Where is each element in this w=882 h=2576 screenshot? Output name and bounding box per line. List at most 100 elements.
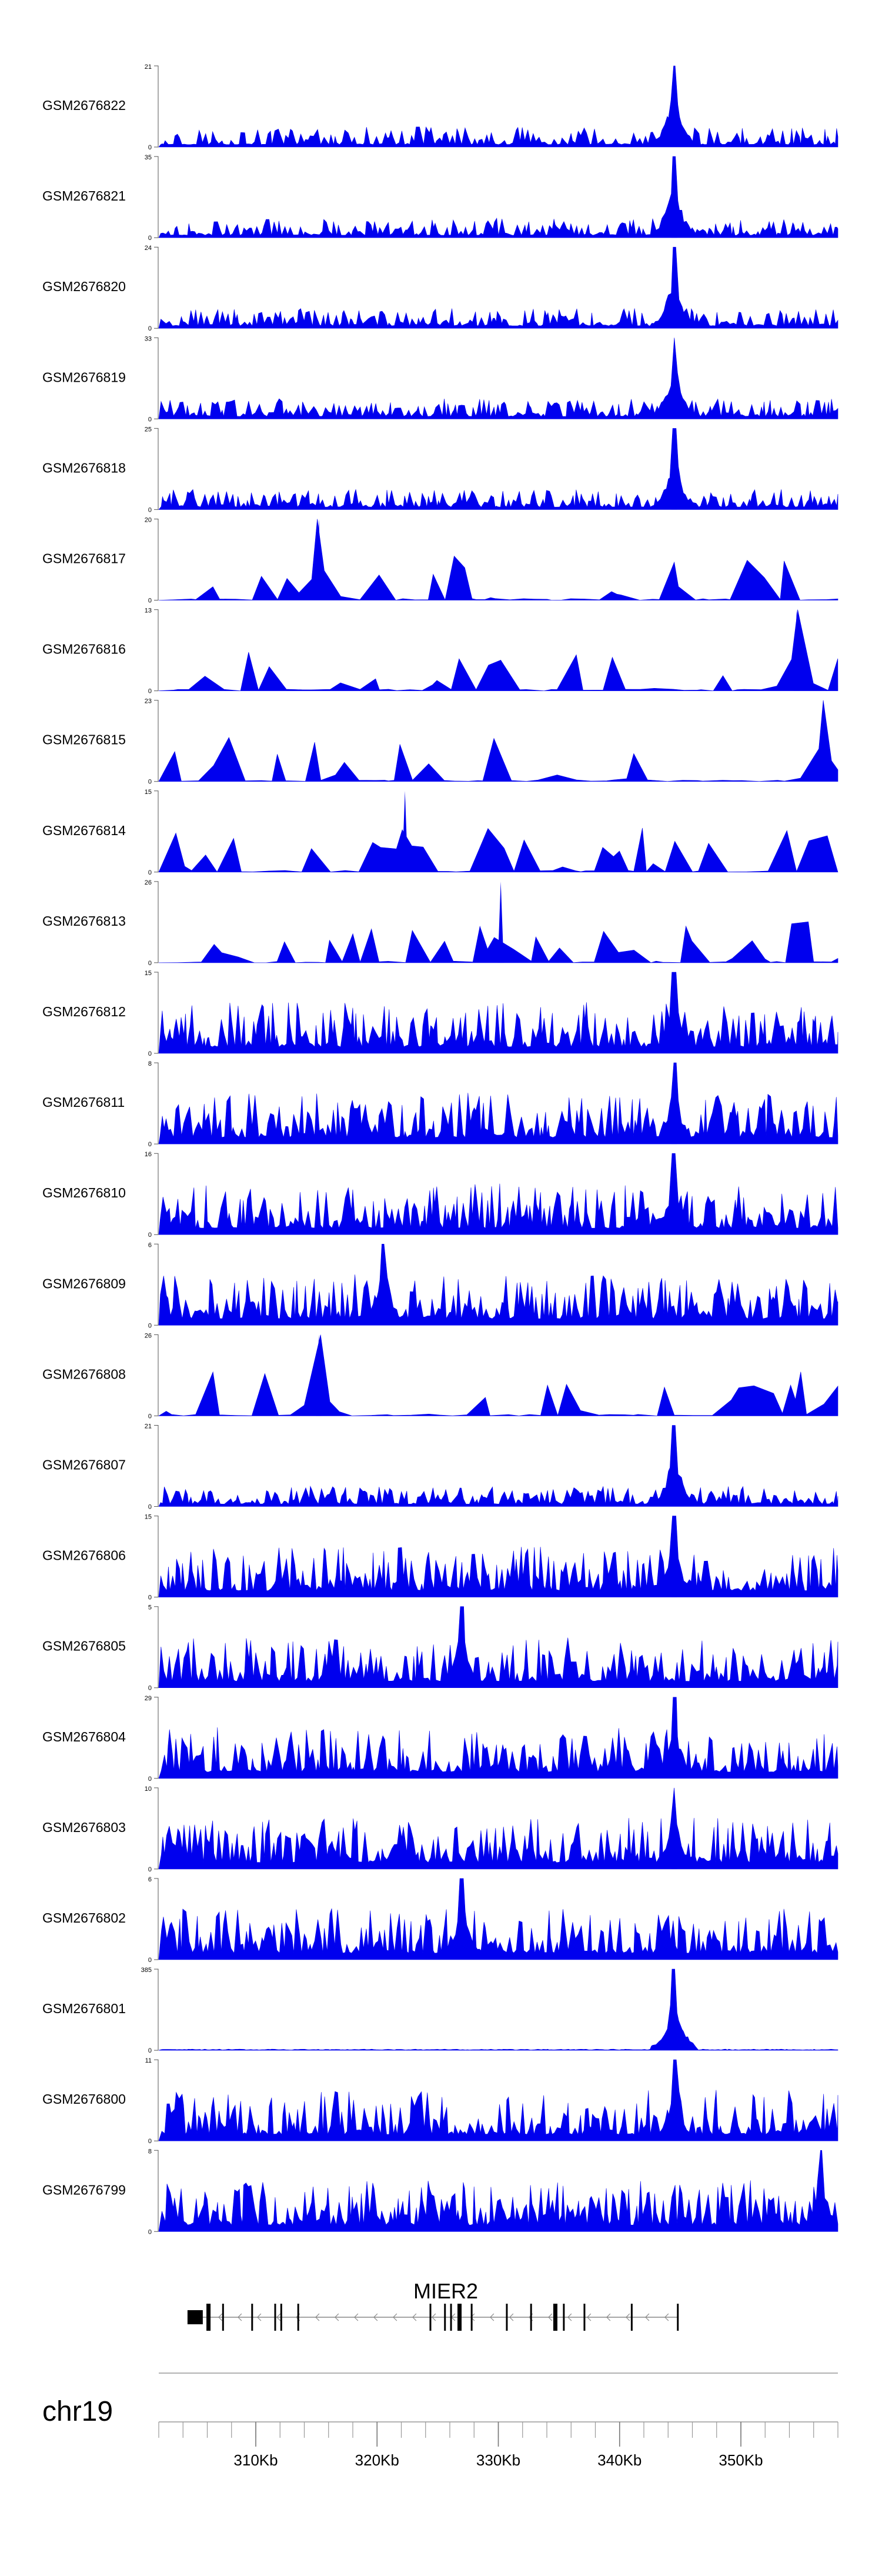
track-GSM2676819: GSM2676819 33 0: [42, 335, 838, 423]
track-ymin-label: 0: [148, 1050, 152, 1057]
track-y-axis: [154, 1878, 159, 1960]
coverage-area: [158, 827, 838, 873]
strand-arrow: [567, 2313, 572, 2321]
exon-block: [630, 2304, 633, 2331]
exon-block: [677, 2304, 679, 2331]
track-y-axis: [154, 65, 159, 148]
exon-block: [470, 2304, 473, 2331]
track-ymax-label: 13: [145, 608, 152, 615]
exon-block: [274, 2304, 276, 2331]
coverage-area: [158, 428, 838, 510]
strand-arrow: [276, 2313, 281, 2321]
track-label: GSM2676808: [42, 1366, 126, 1382]
coverage-area: [158, 1878, 838, 1960]
peak-mark: [818, 2150, 824, 2232]
track-y-axis: [154, 1243, 159, 1326]
peak-mark: [671, 1787, 677, 1869]
track-label: GSM2676806: [42, 1548, 126, 1563]
track-y-axis: [154, 1334, 159, 1416]
exon-block: [187, 2310, 203, 2324]
track-label: GSM2676802: [42, 1910, 126, 1926]
tick-label: 330Kb: [476, 2451, 520, 2469]
peak-mark: [316, 519, 322, 600]
track-GSM2676822: GSM2676822 21 0: [42, 64, 838, 151]
exon-block: [251, 2304, 253, 2331]
tick-label: 320Kb: [355, 2451, 399, 2469]
peak-mark: [497, 881, 504, 963]
strand-arrow: [509, 2313, 514, 2321]
strand-arrow: [606, 2313, 611, 2321]
peak-mark: [671, 2060, 677, 2141]
track-ymax-label: 20: [145, 517, 152, 524]
strand-arrow: [335, 2313, 339, 2321]
track-ymin-label: 0: [148, 1957, 152, 1964]
track-y-axis: [154, 1062, 159, 1144]
track-ymin-label: 0: [148, 1141, 152, 1148]
peak-mark: [671, 1153, 677, 1235]
track-label: GSM2676801: [42, 2001, 126, 2016]
coverage-area: [158, 1425, 838, 1507]
track-ymin-label: 0: [148, 325, 152, 332]
tick-label: 340Kb: [597, 2451, 642, 2469]
track-ymax-label: 6: [148, 1242, 152, 1249]
track-y-axis: [154, 1697, 159, 1779]
tick-label: 310Kb: [233, 2451, 278, 2469]
peak-mark: [671, 1063, 677, 1144]
track-ymin-label: 0: [148, 1776, 152, 1783]
track-label: GSM2676814: [42, 823, 126, 838]
exon-block: [457, 2304, 462, 2331]
track-GSM2676804: GSM2676804 29 0: [42, 1695, 838, 1783]
strand-arrow: [315, 2313, 320, 2321]
track-ymax-label: 29: [145, 1695, 152, 1702]
track-ymin-label: 0: [148, 1866, 152, 1873]
peak-mark: [316, 1334, 322, 1416]
track-ymax-label: 15: [145, 970, 152, 977]
coverage-area: [158, 519, 838, 601]
track-y-axis: [154, 790, 159, 873]
track-GSM2676810: GSM2676810 16 0: [42, 1151, 838, 1239]
coverage-tracks: GSM2676822210GSM2676821350GSM2676820240G…: [42, 64, 838, 2235]
peak-mark: [671, 428, 677, 510]
peak-mark: [671, 247, 677, 329]
track-ymin-label: 0: [148, 2047, 152, 2054]
track-label: GSM2676820: [42, 279, 126, 294]
coverage-area: [158, 1697, 838, 1779]
coverage-area: [158, 156, 838, 238]
track-ymax-label: 35: [145, 154, 152, 161]
exon-block: [297, 2304, 299, 2331]
coverage-area: [158, 972, 838, 1054]
track-label: GSM2676812: [42, 1004, 126, 1019]
track-y-axis: [154, 1153, 159, 1235]
exon-block: [530, 2304, 532, 2331]
track-y-axis: [154, 1516, 159, 1598]
coverage-area: [158, 1334, 838, 1416]
track-ymax-label: 385: [141, 1967, 152, 1974]
coverage-area: [158, 65, 838, 148]
track-GSM2676817: GSM2676817 20 0: [42, 517, 838, 605]
coverage-area: [158, 1787, 838, 1870]
exon-block: [222, 2304, 224, 2331]
peak-mark: [671, 156, 677, 238]
track-label: GSM2676810: [42, 1185, 126, 1200]
track-label: GSM2676817: [42, 551, 126, 566]
track-GSM2676807: GSM2676807 21 0: [42, 1423, 838, 1511]
track-ymax-label: 11: [145, 2057, 152, 2064]
coverage-area: [158, 2150, 838, 2232]
coverage-area: [158, 1062, 838, 1144]
track-y-axis: [154, 1425, 159, 1507]
track-y-axis: [154, 519, 159, 600]
track-ymin-label: 0: [148, 869, 152, 876]
track-ymin-label: 0: [148, 1685, 152, 1692]
exon-block: [280, 2304, 282, 2331]
track-ymin-label: 0: [148, 506, 152, 513]
track-GSM2676806: GSM2676806 15 0: [42, 1514, 838, 1601]
peak-mark: [793, 609, 800, 691]
track-GSM2676800: GSM2676800 11 0: [42, 2057, 838, 2145]
track-y-axis: [154, 972, 159, 1054]
coverage-area: [158, 1244, 838, 1326]
track-ymin-label: 0: [148, 2138, 152, 2145]
track-ymax-label: 21: [145, 1423, 152, 1430]
track-label: GSM2676803: [42, 1820, 126, 1835]
track-ymax-label: 26: [145, 879, 152, 886]
